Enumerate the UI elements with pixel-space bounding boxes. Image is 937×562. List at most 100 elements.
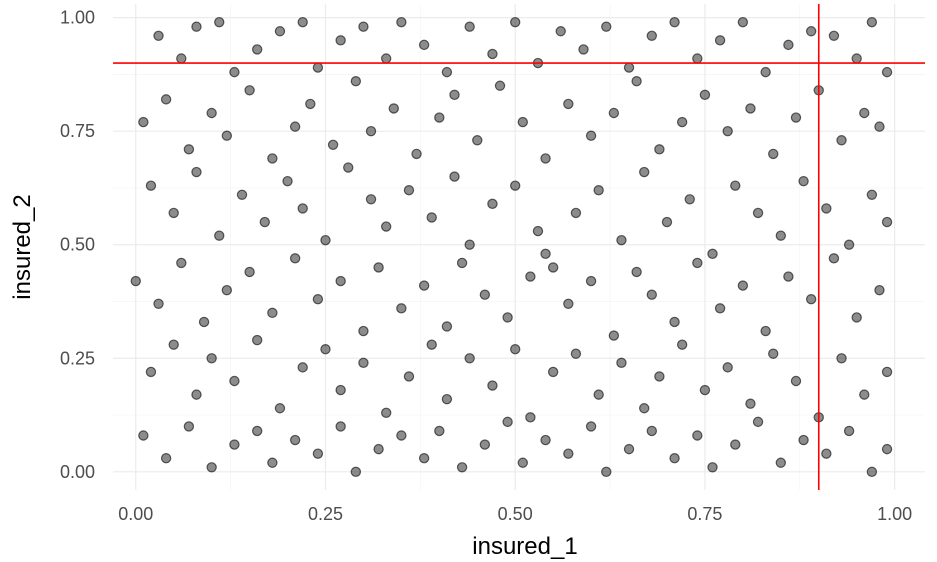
- data-point: [229, 439, 240, 450]
- data-point: [365, 194, 377, 205]
- data-point: [745, 103, 756, 114]
- data-point: [631, 266, 642, 278]
- data-point: [768, 348, 779, 359]
- data-point: [525, 412, 536, 423]
- data-point: [335, 275, 346, 287]
- data-point: [229, 66, 240, 78]
- data-point: [358, 21, 369, 32]
- data-point: [289, 253, 301, 264]
- data-point: [487, 380, 498, 391]
- data-point: [547, 262, 559, 273]
- data-point: [168, 207, 179, 219]
- data-point: [335, 421, 346, 432]
- data-point: [616, 357, 627, 369]
- x-tick-label: 0.50: [498, 504, 533, 524]
- data-point: [206, 107, 217, 119]
- data-point: [631, 76, 642, 87]
- data-point: [183, 421, 195, 432]
- data-point: [836, 353, 847, 364]
- data-point: [821, 203, 832, 214]
- data-point: [805, 26, 817, 37]
- data-point: [881, 66, 893, 78]
- data-point: [510, 343, 521, 355]
- data-point: [472, 135, 483, 146]
- y-axis-tick-labels: 0.00 0.25 0.50 0.75 1.00: [60, 8, 95, 482]
- data-point: [396, 16, 407, 28]
- data-point: [411, 148, 422, 160]
- data-point: [373, 262, 384, 273]
- data-point: [851, 312, 862, 323]
- data-point: [289, 121, 301, 132]
- data-point: [843, 425, 855, 437]
- data-point: [426, 339, 437, 350]
- data-point: [646, 425, 658, 437]
- data-point: [479, 439, 491, 450]
- data-point: [244, 85, 255, 96]
- data-point: [168, 339, 179, 350]
- x-axis-title: insured_1: [472, 533, 577, 560]
- data-point: [373, 443, 384, 455]
- data-point: [714, 303, 726, 314]
- data-point: [692, 53, 703, 64]
- grid-layer: [113, 4, 925, 490]
- data-point: [737, 280, 749, 291]
- data-point: [160, 453, 172, 464]
- data-point: [403, 185, 415, 196]
- data-point: [669, 453, 680, 464]
- data-point: [396, 430, 407, 441]
- data-point: [843, 239, 855, 250]
- y-tick-label: 0.25: [60, 348, 95, 368]
- data-point: [684, 194, 695, 205]
- data-point: [130, 275, 141, 287]
- data-point: [790, 112, 802, 123]
- reference-lines: [113, 4, 925, 490]
- data-point: [570, 207, 582, 219]
- data-point: [358, 325, 369, 337]
- data-point: [601, 466, 612, 478]
- data-point: [540, 248, 551, 260]
- data-point: [821, 448, 832, 459]
- data-point: [487, 48, 498, 60]
- data-point: [176, 257, 187, 269]
- data-point: [881, 443, 893, 455]
- data-point: [282, 175, 293, 187]
- data-point: [601, 21, 612, 32]
- data-point: [456, 462, 468, 473]
- data-point: [623, 62, 635, 73]
- data-point: [320, 234, 331, 246]
- data-point: [722, 125, 733, 137]
- data-point: [851, 53, 862, 64]
- data-point: [145, 366, 157, 378]
- data-point: [267, 457, 278, 468]
- data-point: [229, 375, 240, 387]
- data-point: [441, 66, 453, 78]
- data-point: [563, 448, 574, 459]
- data-point: [836, 135, 847, 146]
- data-point: [639, 166, 650, 178]
- data-point: [327, 139, 339, 151]
- data-point: [828, 30, 840, 41]
- data-point: [730, 439, 741, 450]
- data-point: [874, 121, 885, 132]
- data-point: [828, 253, 840, 264]
- data-point: [669, 16, 680, 28]
- data-point: [805, 294, 817, 305]
- data-point: [449, 89, 460, 101]
- data-point: [479, 289, 491, 300]
- data-point: [426, 212, 437, 223]
- data-point: [487, 198, 498, 210]
- data-point: [692, 430, 703, 441]
- points-layer: [130, 16, 893, 478]
- data-point: [251, 334, 263, 346]
- data-point: [676, 116, 688, 128]
- data-point: [593, 185, 604, 196]
- data-point: [639, 403, 650, 414]
- data-point: [236, 189, 248, 200]
- data-point: [881, 216, 893, 228]
- data-point: [312, 448, 324, 459]
- data-point: [798, 175, 809, 187]
- data-point: [874, 284, 885, 296]
- y-axis-title: insured_2: [9, 194, 36, 299]
- data-point: [699, 384, 711, 396]
